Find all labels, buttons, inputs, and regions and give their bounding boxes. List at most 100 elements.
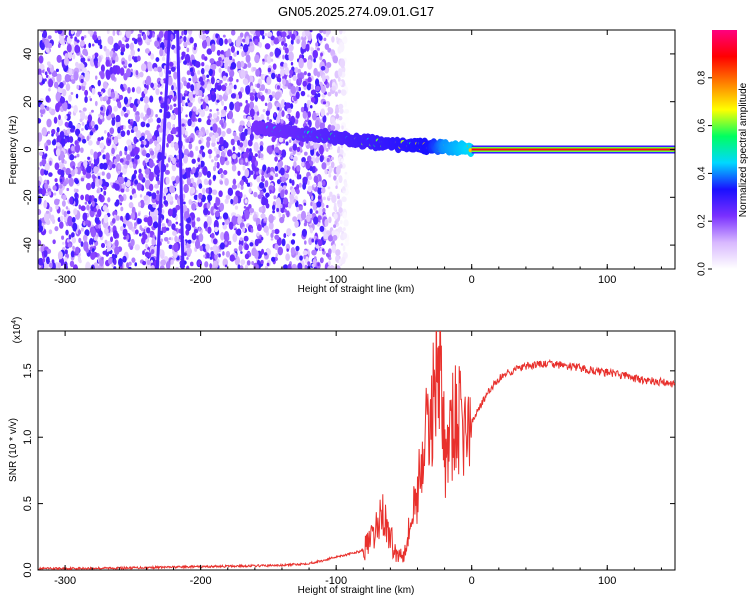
noise-blob: [113, 266, 117, 269]
noise-blob: [310, 89, 317, 96]
noise-blob: [114, 201, 119, 207]
noise-blob: [175, 266, 179, 269]
noise-blob: [90, 251, 96, 260]
noise-blob: [169, 104, 173, 111]
noise-blob: [155, 195, 161, 202]
noise-blob: [93, 31, 97, 36]
noise-blob: [193, 194, 199, 200]
noise-blob: [110, 113, 115, 118]
noise-blob: [163, 195, 166, 201]
noise-blob: [213, 226, 219, 233]
noise-blob: [81, 128, 84, 132]
noise-blob: [183, 80, 188, 87]
noise-blob: [236, 78, 239, 83]
noise-blob: [210, 76, 215, 85]
noise-blob: [181, 30, 184, 36]
noise-blob: [118, 94, 124, 101]
noise-blob: [243, 114, 248, 119]
noise-blob: [240, 86, 244, 93]
noise-blob: [272, 63, 277, 70]
noise-blob: [84, 194, 90, 202]
noise-blob: [40, 42, 45, 51]
noise-blob: [65, 83, 71, 91]
noise-blob: [137, 218, 142, 224]
noise-blob: [170, 66, 176, 72]
noise-blob: [330, 125, 336, 131]
noise-blob: [301, 39, 307, 50]
noise-blob: [261, 170, 265, 177]
noise-blob: [247, 121, 251, 128]
noise-blob: [211, 141, 216, 147]
noise-blob: [123, 236, 127, 240]
noise-blob: [259, 30, 265, 36]
noise-blob: [240, 179, 245, 186]
noise-blob: [45, 95, 50, 103]
noise-blob: [242, 226, 246, 233]
noise-blob: [48, 78, 54, 88]
noise-blob: [342, 245, 346, 251]
noise-blob: [190, 84, 195, 92]
noise-blob: [120, 51, 124, 56]
noise-blob: [331, 85, 336, 91]
spectrogram-ytick-label: 40: [22, 48, 34, 60]
snr-panel: -300 -200 -100 0 100 0.0 0.5 1.0 1.5 Height of s…: [8, 317, 676, 596]
noise-blob: [220, 100, 224, 104]
noise-blob: [76, 84, 80, 90]
noise-blob: [198, 226, 201, 232]
noise-blob: [114, 239, 119, 248]
noise-blob: [274, 47, 280, 58]
noise-blob: [204, 95, 209, 104]
noise-blob: [216, 111, 220, 116]
noise-blob: [77, 136, 81, 142]
noise-blob: [247, 115, 251, 121]
noise-blob: [344, 241, 350, 247]
noise-blob: [80, 36, 85, 41]
noise-blob: [321, 162, 327, 170]
noise-blob: [186, 256, 189, 260]
noise-blob: [72, 245, 75, 250]
noise-blob: [130, 129, 135, 133]
noise-blob: [131, 257, 136, 263]
noise-blob: [275, 143, 278, 148]
noise-blob: [345, 69, 350, 75]
noise-blob: [97, 79, 101, 87]
noise-blob: [91, 200, 95, 207]
noise-blob: [96, 140, 100, 146]
noise-blob: [135, 139, 139, 143]
noise-blob: [172, 209, 176, 213]
noise-blob: [301, 228, 308, 237]
noise-blob: [90, 109, 94, 113]
noise-blob: [145, 243, 148, 249]
noise-blob: [280, 119, 284, 124]
noise-blob: [257, 150, 261, 154]
noise-blob: [106, 30, 110, 35]
noise-blob: [44, 153, 48, 158]
noise-blob: [161, 223, 166, 228]
noise-blob: [212, 174, 217, 180]
noise-blob: [155, 88, 160, 96]
noise-blob: [91, 127, 96, 133]
noise-blob: [274, 156, 278, 162]
noise-blob: [338, 115, 343, 121]
noise-blob: [115, 114, 121, 123]
noise-blob: [181, 123, 185, 127]
noise-blob: [249, 92, 254, 97]
noise-blob: [38, 74, 43, 83]
noise-blob: [149, 138, 154, 144]
noise-blob: [73, 208, 78, 216]
noise-blob: [296, 174, 300, 180]
noise-blob: [187, 239, 192, 244]
noise-blob: [224, 178, 229, 186]
noise-blob: [256, 238, 262, 244]
noise-blob: [220, 231, 225, 241]
snr-ytick-label: 1.0: [22, 430, 34, 445]
noise-blob: [129, 102, 135, 109]
noise-blob: [256, 111, 260, 116]
noise-blob: [206, 136, 211, 142]
noise-blob: [145, 153, 151, 158]
noise-blob: [282, 264, 289, 269]
noise-blob: [218, 56, 222, 62]
noise-blob: [132, 105, 137, 112]
noise-blob: [231, 118, 235, 124]
noise-blob: [93, 151, 98, 160]
